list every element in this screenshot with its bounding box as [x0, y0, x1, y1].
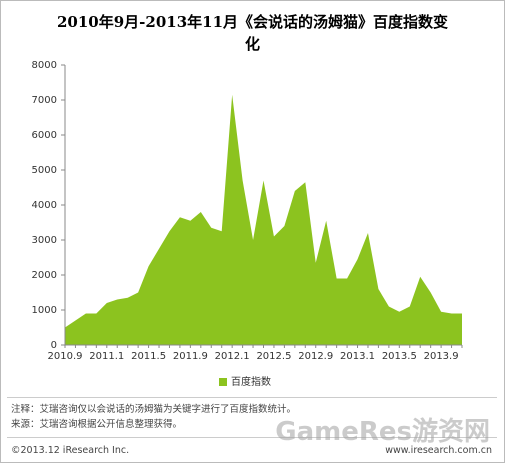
chart: 0 1000 2000 3000 4000 5000 6000 7000 8000 2010.9 2… — [32, 60, 463, 388]
x-tick-label: 2012.1 — [215, 351, 250, 362]
chart-title: 2010年9月-2013年11月《会说话的汤姆猫》百度指数变化 — [56, 13, 449, 53]
divider — [7, 397, 497, 398]
area — [65, 94, 462, 345]
note: 注释：艾瑞咨询仅以会说话的汤姆猫为关键字进行了百度指数统计。 — [11, 404, 297, 415]
y-tick-label: 8000 — [32, 60, 57, 71]
y-tick-label: 7000 — [32, 95, 57, 106]
x-tick-label: 2013.5 — [382, 351, 417, 362]
x-tick-label: 2012.5 — [256, 351, 291, 362]
x-tick-label: 2012.9 — [298, 351, 333, 362]
y-tick-label: 0 — [51, 340, 57, 351]
y-tick-label: 4000 — [32, 200, 57, 211]
x-tick-label: 2011.9 — [173, 351, 208, 362]
x-tick-label: 2013.9 — [424, 351, 459, 362]
x-tick-label: 2011.5 — [131, 351, 166, 362]
x-tick-label: 2013.1 — [340, 351, 375, 362]
source: 来源：艾瑞咨询根据公开信息整理获得。 — [11, 419, 183, 430]
y-tick-label: 5000 — [32, 165, 57, 176]
website: www.iresearch.com.cn — [385, 445, 492, 456]
y-tick-label: 6000 — [32, 130, 57, 141]
y-tick-label: 1000 — [32, 305, 57, 316]
x-tick-label: 2011.1 — [89, 351, 124, 362]
legend-swatch — [219, 378, 227, 386]
watermark: GameRes游资网 — [275, 417, 490, 447]
legend-label: 百度指数 — [231, 375, 271, 388]
divider — [7, 437, 497, 438]
y-tick-label: 2000 — [32, 270, 57, 281]
y-tick-label: 3000 — [32, 235, 57, 246]
copyright: ©2013.12 iResearch Inc. — [11, 445, 130, 456]
x-tick-label: 2010.9 — [48, 351, 83, 362]
